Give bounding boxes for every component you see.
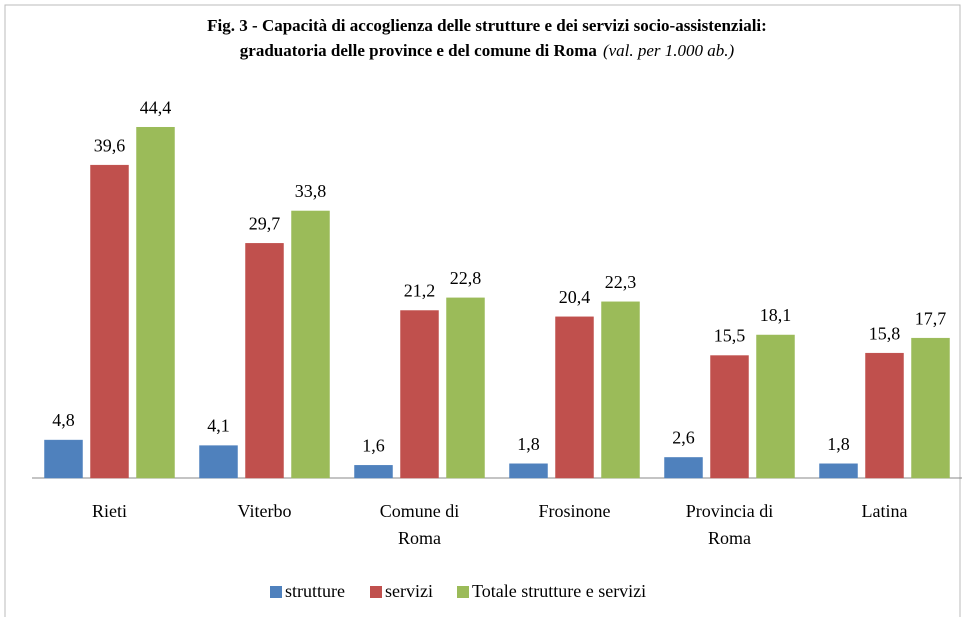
bar-shine (400, 310, 439, 478)
bar-shine (601, 301, 640, 478)
x-tick-label: Roma (708, 528, 751, 548)
x-tick-label: Provincia di (686, 501, 774, 521)
data-label: 29,7 (249, 213, 281, 233)
x-tick-label: Latina (862, 501, 908, 521)
data-label: 15,5 (714, 326, 746, 346)
x-tick-label: Frosinone (539, 501, 611, 521)
legend-label: strutture (285, 581, 345, 601)
data-label: 1,8 (517, 434, 540, 454)
data-label: 4,8 (52, 410, 75, 430)
data-label: 15,8 (869, 323, 901, 343)
bar-shine (245, 243, 284, 478)
legend-label: Totale strutture e servizi (472, 581, 646, 601)
data-label: 4,1 (207, 416, 230, 436)
data-label: 21,2 (404, 281, 436, 301)
x-tick-label: Comune di (380, 501, 460, 521)
data-label: 1,8 (827, 434, 850, 454)
bar-shine (509, 463, 548, 478)
data-label: 39,6 (94, 135, 126, 155)
data-label: 44,4 (140, 97, 172, 117)
x-tick-label: Rieti (92, 501, 127, 521)
bar-shine (136, 127, 175, 479)
legend-swatch (457, 586, 469, 598)
bar-shine (664, 457, 703, 478)
data-label: 2,6 (672, 428, 695, 448)
bar-shine (865, 353, 904, 478)
bar-shine (44, 440, 83, 478)
data-label: 18,1 (760, 305, 792, 325)
bar-shine (199, 445, 238, 478)
data-label: 20,4 (559, 287, 591, 307)
chart-title: Fig. 3 - Capacità di accoglienza delle s… (207, 16, 767, 35)
bar-shine (291, 210, 330, 479)
bar-shine (819, 463, 858, 478)
legend-label: servizi (385, 581, 433, 601)
chart-title-line: graduatoria delle province e del comune … (240, 41, 598, 60)
x-tick-label: Roma (398, 528, 441, 548)
x-tick-label: Viterbo (238, 501, 292, 521)
legend-swatch (370, 586, 382, 598)
data-label: 17,7 (915, 308, 947, 328)
data-label: 22,3 (605, 272, 637, 292)
bar-shine (555, 316, 594, 478)
bar-shine (354, 465, 393, 478)
bar-shine (90, 165, 129, 478)
bar-shine (446, 297, 485, 478)
legend-swatch (270, 586, 282, 598)
bar-shine (911, 338, 950, 478)
bar-shine (710, 355, 749, 478)
title-note: (val. per 1.000 ab.) (603, 41, 735, 60)
data-label: 22,8 (450, 268, 482, 288)
data-label: 1,6 (362, 435, 385, 455)
data-label: 33,8 (295, 181, 327, 201)
chart-title: graduatoria delle province e del comune … (240, 41, 735, 60)
bar-shine (756, 335, 795, 478)
